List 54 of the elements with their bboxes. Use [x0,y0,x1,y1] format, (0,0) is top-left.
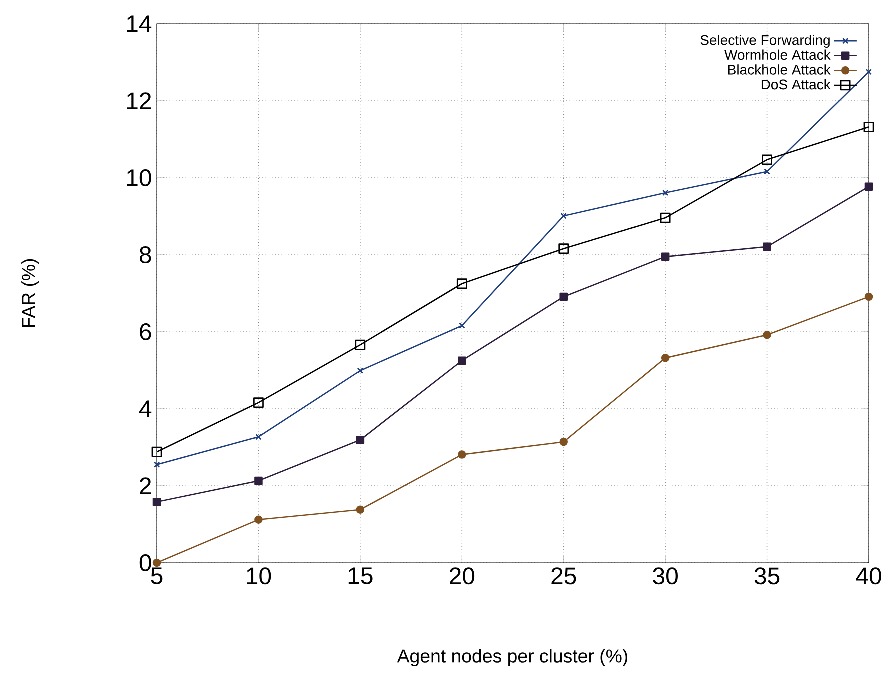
legend-label: Selective Forwarding [700,34,830,48]
point [864,122,874,132]
point [458,450,466,459]
point [661,252,670,262]
point [152,558,162,568]
y-tick-label: 2 [140,478,152,494]
point [456,278,468,290]
legend-label: Blackhole Attack [728,64,831,75]
point [763,330,772,340]
y-tick-label: 10 [127,169,152,186]
point [764,168,770,175]
point [560,438,568,446]
y-axis-title: FAR (%) [22,259,39,328]
x-tick-label: 20 [450,568,475,585]
y-tick-label: 12 [127,92,152,110]
point [661,354,670,362]
y-tick-label: 4 [139,400,152,418]
point [866,68,872,76]
legend-label: DoS Attack [762,79,831,90]
y-tick-label: 0 [140,554,152,572]
point [254,476,263,486]
x-tick-label: 40 [856,568,882,585]
point [560,292,568,302]
point [152,446,162,458]
point [763,242,772,252]
point [864,292,874,302]
point [356,436,365,444]
point [459,322,466,329]
x-tick-label: 30 [653,568,678,585]
point [558,244,570,254]
x-tick-label: 15 [348,568,373,584]
x-tick-label: 10 [247,568,272,585]
x-axis-title: Agent nodes per cluster (%) [397,649,628,667]
point [560,212,567,220]
point [762,154,772,166]
point [357,368,364,374]
point [256,434,262,440]
y-tick-label: 8 [140,246,152,264]
point [254,398,264,408]
point [864,182,874,191]
point [660,212,671,224]
point [662,190,669,196]
point [458,356,466,366]
legend-label: Wormhole Attack [724,50,831,60]
point [355,340,366,350]
y-tick-label: 14 [127,16,152,32]
point [356,506,365,514]
y-tick-label: 6 [140,323,152,340]
x-tick-label: 35 [754,568,780,585]
x-tick-label: 5 [151,568,163,584]
point [152,498,162,506]
x-tick-label: 25 [552,568,576,585]
point [254,516,263,524]
point [154,462,160,468]
